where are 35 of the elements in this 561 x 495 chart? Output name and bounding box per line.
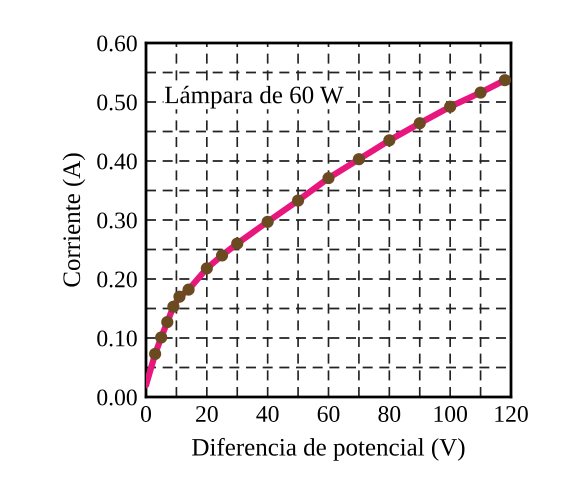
y-tick-label: 0.00 — [97, 389, 137, 406]
point — [414, 117, 426, 130]
point — [498, 74, 511, 86]
point — [173, 290, 186, 303]
x-tick-label: 120 — [495, 406, 528, 422]
point — [383, 134, 396, 146]
point — [200, 262, 213, 274]
point — [262, 216, 274, 228]
point — [474, 86, 487, 99]
y-tick-label: 0.20 — [97, 271, 137, 288]
annotation: Lámpara de 60 W — [164, 86, 344, 109]
point — [216, 249, 228, 262]
x-tick-label: 80 — [378, 406, 400, 422]
y-tick-label: 0.50 — [97, 94, 137, 111]
y-tick-label: 0.60 — [97, 35, 137, 52]
point — [161, 316, 174, 328]
point — [155, 331, 168, 344]
point — [182, 284, 195, 296]
x-tick-label: 0 — [140, 406, 152, 422]
point — [149, 348, 162, 360]
y-tick-label: 0.40 — [97, 153, 137, 170]
x-axis-title: Diferencia de potencial (V) — [192, 438, 464, 461]
y-tick-label: 0.10 — [97, 330, 137, 347]
point — [444, 100, 456, 113]
point — [231, 238, 244, 250]
point — [292, 194, 304, 207]
x-tick-label: 20 — [196, 406, 218, 422]
point — [322, 172, 335, 184]
x-tick-label: 40 — [256, 406, 279, 422]
y-axis-title: Corriente (A) — [62, 153, 86, 287]
x-tick-label: 60 — [318, 406, 340, 422]
x-tick-label: 100 — [434, 406, 467, 422]
point — [167, 300, 180, 313]
y-tick-label: 0.30 — [97, 212, 137, 229]
point — [352, 153, 365, 166]
